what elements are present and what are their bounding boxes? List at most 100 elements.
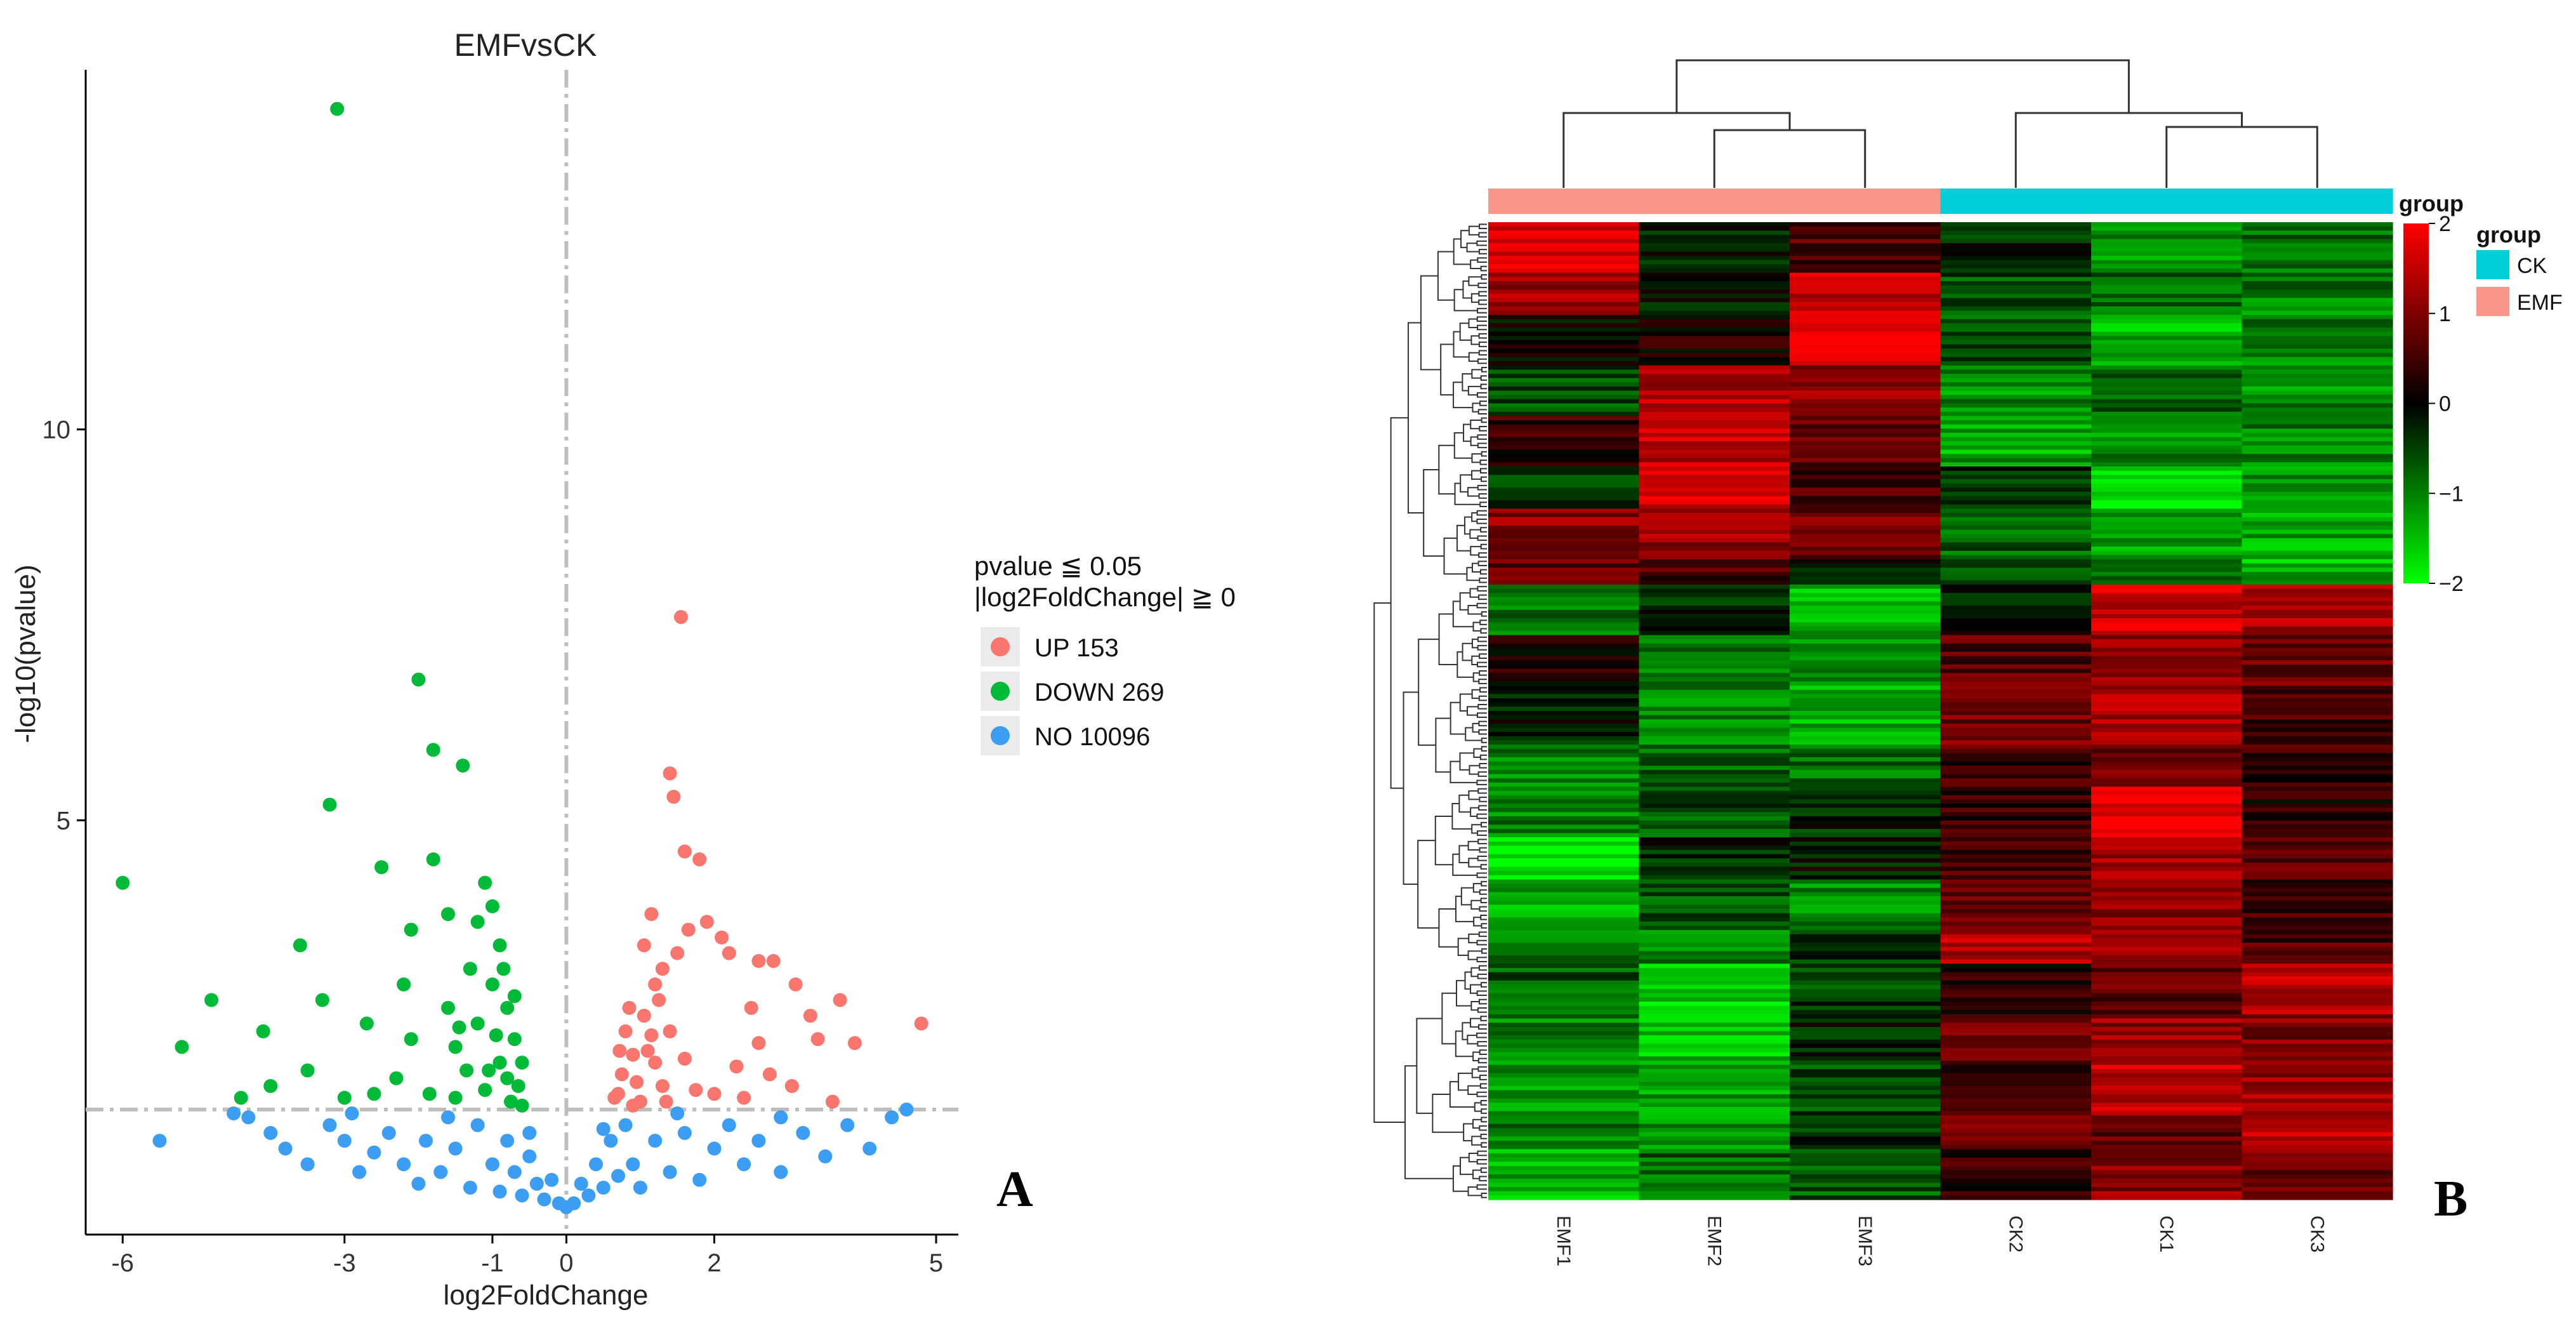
heatmap-cell	[2091, 715, 2243, 720]
heatmap-cell	[1940, 260, 2092, 265]
heatmap-cell	[2242, 917, 2393, 922]
heatmap-cell	[1940, 1132, 2092, 1137]
heatmap-cell	[1790, 1123, 1941, 1129]
heatmap-cell	[1639, 1187, 1790, 1192]
heatmap-cell	[1940, 416, 2092, 421]
heatmap-cell	[2091, 745, 2243, 750]
volcano-point-no	[152, 1134, 167, 1148]
heatmap-cell	[1639, 647, 1790, 653]
heatmap-cell	[1639, 989, 1790, 994]
heatmap-cell	[1790, 943, 1941, 948]
heatmap-cell	[1790, 845, 1941, 851]
row-dendrogram-link	[1477, 560, 1487, 566]
heatmap-cell	[1488, 828, 1640, 834]
volcano-point-no	[441, 1110, 455, 1125]
heatmap-cell	[1940, 1136, 2092, 1141]
heatmap-cell	[2242, 736, 2393, 741]
heatmap-cell	[1639, 967, 1790, 973]
heatmap-cell	[2242, 1056, 2393, 1061]
heatmap-cell	[2242, 769, 2393, 775]
heatmap-cell	[1940, 723, 2092, 729]
heatmap-cell	[2091, 736, 2243, 741]
heatmap-cell	[2242, 239, 2393, 244]
heatmap-cell	[2242, 580, 2393, 585]
volcano-point-down	[482, 1063, 496, 1078]
heatmap-cell	[1790, 386, 1941, 392]
row-dendrogram-link	[1479, 754, 1487, 760]
heatmap-cell	[1940, 239, 2092, 244]
heatmap-cell	[2091, 1035, 2243, 1040]
heatmap-cell	[1940, 289, 2092, 295]
row-dendrogram-link	[1455, 1030, 1474, 1057]
heatmap-cell	[1488, 361, 1640, 366]
heatmap-cell	[1488, 479, 1640, 484]
heatmap-cell	[2242, 656, 2393, 661]
heatmap-cell	[1940, 1098, 2092, 1103]
heatmap-cell	[1488, 740, 1640, 745]
row-dendrogram-link	[1462, 642, 1472, 661]
heatmap-cell	[2242, 597, 2393, 602]
heatmap-cell	[1488, 879, 1640, 884]
volcano-point-up	[666, 790, 681, 804]
heatmap-cell	[1639, 1162, 1790, 1167]
heatmap-cell	[1940, 373, 2092, 379]
heatmap-cell	[2091, 1149, 2243, 1154]
heatmap-cell	[1639, 496, 1790, 501]
heatmap-cell	[1639, 1128, 1790, 1133]
heatmap-cell	[2091, 588, 2243, 593]
volcano-point-down	[175, 1040, 189, 1054]
heatmap-cell	[2242, 563, 2393, 568]
row-dendrogram-link	[1477, 712, 1487, 718]
row-dendrogram-link	[1480, 383, 1487, 390]
heatmap-cell	[2091, 660, 2243, 665]
heatmap-cell	[1940, 795, 2092, 800]
heatmap-cell	[1940, 677, 2092, 682]
heatmap-cell	[2091, 1183, 2243, 1188]
heatmap-cell	[1940, 547, 2092, 552]
heatmap-cell	[1940, 951, 2092, 956]
group-legend-swatch-ck	[2476, 250, 2509, 279]
volcano-point-up	[914, 1016, 928, 1031]
legend-label-up: UP 153	[1034, 634, 1119, 662]
heatmap-cell	[1940, 1128, 2092, 1133]
heatmap-cell	[2242, 576, 2393, 581]
heatmap-cell	[1488, 791, 1640, 796]
heatmap-cell	[2242, 547, 2393, 552]
heatmap-cell	[2242, 871, 2393, 876]
heatmap-cell	[1639, 373, 1790, 379]
heatmap-cell	[1940, 230, 2092, 235]
heatmap-cell	[1639, 344, 1790, 349]
heatmap-cell	[2091, 639, 2243, 644]
heatmap-cell	[2091, 378, 2243, 383]
heatmap-cell	[1639, 896, 1790, 901]
volcano-point-no	[818, 1149, 833, 1163]
volcano-point-up	[729, 1059, 744, 1074]
x-tick-label: 0	[559, 1249, 573, 1277]
heatmap-cell	[1488, 416, 1640, 421]
row-dendrogram-link	[1462, 373, 1472, 392]
heatmap-cell	[2091, 1174, 2243, 1179]
heatmap-cell	[1488, 563, 1640, 568]
heatmap-cell	[2242, 761, 2393, 766]
heatmap-cell	[2242, 293, 2393, 299]
row-dendrogram-link	[1476, 813, 1487, 819]
heatmap-cell	[2091, 964, 2243, 969]
heatmap-cell	[2091, 984, 2243, 990]
heatmap-cell	[1639, 698, 1790, 703]
heatmap-cell	[1639, 327, 1790, 333]
heatmap-cell	[2242, 1178, 2393, 1184]
heatmap-cell	[1790, 369, 1941, 374]
heatmap-cell	[1790, 993, 1941, 998]
heatmap-cell	[2091, 673, 2243, 678]
volcano-point-down	[441, 907, 455, 922]
heatmap-cell	[1790, 1162, 1941, 1167]
heatmap-cell	[2091, 327, 2243, 333]
heatmap-cell	[1488, 921, 1640, 927]
heatmap-cell	[1639, 980, 1790, 986]
heatmap-cell	[1488, 1111, 1640, 1116]
heatmap-cell	[1488, 804, 1640, 809]
heatmap-cell	[1790, 1106, 1941, 1112]
row-dendrogram-link	[1477, 282, 1487, 288]
heatmap-cell	[1488, 588, 1640, 593]
heatmap-cell	[1488, 837, 1640, 842]
